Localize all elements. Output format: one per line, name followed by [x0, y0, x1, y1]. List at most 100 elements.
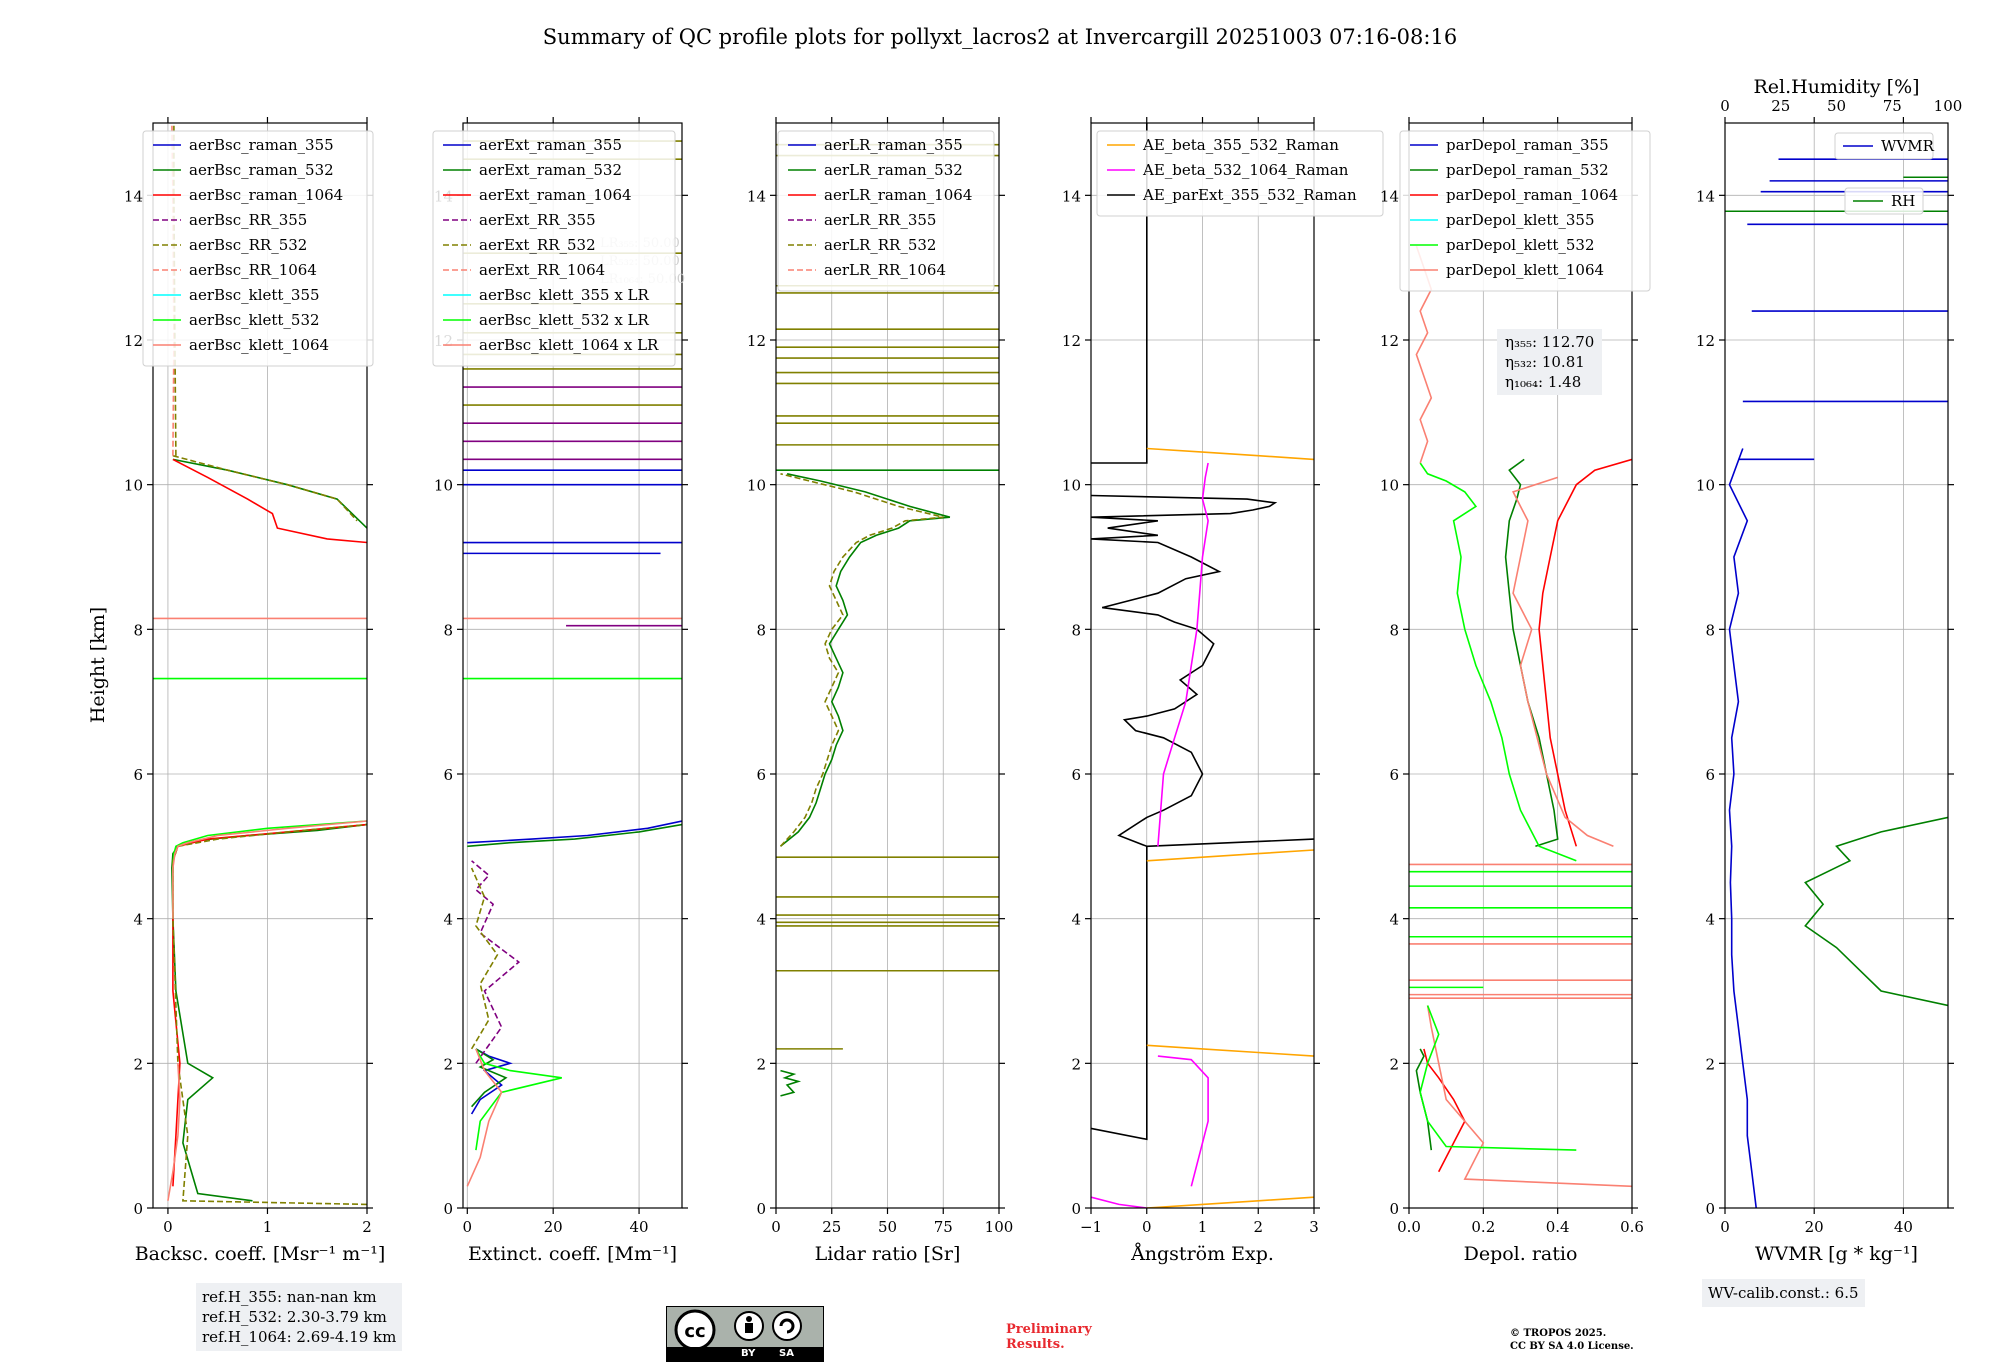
x-tick-label: 100: [985, 1218, 1014, 1236]
series-parDepol_klett_1064_low: [1426, 1005, 1632, 1188]
series-parDepol_raman_532_low: [1415, 1048, 1433, 1151]
y-tick-label: 14: [1696, 187, 1715, 205]
legend-label: aerLR_raman_355: [824, 136, 963, 154]
top-x-tick-label: 75: [1883, 97, 1902, 115]
x-tick-label: 0.6: [1620, 1218, 1644, 1236]
y-tick-label: 10: [1062, 477, 1081, 495]
x-tick-label: 0: [1142, 1218, 1152, 1236]
top-x-tick-label: 25: [1771, 97, 1790, 115]
series-parDepol_klett_532: [1419, 462, 1577, 862]
y-tick-label: 14: [747, 187, 766, 205]
y-tick-label: 2: [443, 1055, 453, 1073]
series-aerBsc_raman_532: [171, 823, 367, 1202]
x-tick-label: 40: [1894, 1218, 1913, 1236]
legend-label: RH: [1891, 192, 1915, 210]
figure-title: Summary of QC profile plots for pollyxt_…: [543, 25, 1457, 49]
y-tick-label: 10: [434, 477, 453, 495]
y-tick-label: 4: [756, 911, 766, 929]
series-AE_beta_532_1064_low: [1157, 1055, 1209, 1187]
x-tick-label: 0: [163, 1218, 173, 1236]
x-tick-label: 75: [934, 1218, 953, 1236]
top-x-tick-label: 100: [1934, 97, 1963, 115]
preliminary-results-note: Preliminary Results.: [1006, 1322, 1092, 1352]
x-axis-label: Ångström Exp.: [1130, 1243, 1274, 1265]
y-tick-label: 10: [124, 477, 143, 495]
series-AE_parExt_cloud: [1146, 838, 1314, 848]
cc-sa-label: SA: [779, 1348, 794, 1359]
y-tick-label: 4: [133, 911, 143, 929]
y-tick-label: 0: [1071, 1200, 1081, 1218]
legend-label: aerLR_raman_532: [824, 161, 963, 179]
y-tick-label: 8: [1389, 621, 1399, 639]
series-aerExt_cloudbase_532: [467, 823, 682, 848]
legend-label: aerExt_raman_1064: [479, 186, 632, 204]
y-tick-label: 12: [124, 332, 143, 350]
eta-355: η₃₅₅: 112.70: [1505, 333, 1595, 351]
axes-frame: [462, 122, 683, 1209]
y-tick-label: 0: [443, 1200, 453, 1218]
x-tick-label: 3: [1309, 1218, 1319, 1236]
legend-label: aerBsc_klett_532: [189, 311, 320, 329]
y-tick-label: 6: [133, 766, 143, 784]
x-tick-label: 40: [630, 1218, 649, 1236]
legend-box: [432, 130, 676, 367]
ref-height-355: ref.H_355: nan-nan km: [202, 1288, 377, 1306]
y-tick-label: 2: [1389, 1055, 1399, 1073]
series-parDepol_raman_1064_low: [1423, 1048, 1466, 1173]
panel-water_vapor: 0 2 4 6 8 10 12 14 0 20 40 WVMR [g * kg⁻¹] 0 25 50 75 10…: [1696, 76, 1963, 1265]
y-tick-label: 6: [1389, 766, 1399, 784]
top-x-tick-label: 0: [1720, 97, 1730, 115]
series-AE_beta_532_1064_base: [1091, 1196, 1147, 1208]
legend-label: AE_parExt_355_532_Raman: [1142, 186, 1357, 204]
x-tick-label: 2: [1253, 1218, 1263, 1236]
ref-height-1064: ref.H_1064: 2.69-4.19 km: [202, 1328, 397, 1346]
series-parDepol_klett_532_low: [1419, 1005, 1577, 1151]
series-RH: [1804, 816, 1948, 1007]
y-tick-label: 6: [1705, 766, 1715, 784]
plot-area-backscatter: [153, 123, 367, 1206]
y-tick-label: 12: [1380, 332, 1399, 350]
series-aerBsc_klett_1064 x LR: [466, 1048, 503, 1187]
legend-label: AE_beta_355_532_Raman: [1142, 136, 1339, 154]
series-aerBsc_RR_532: [172, 823, 367, 1206]
panel-extinction: 0246810121402040Extinct. coeff. [Mm⁻¹]LR…: [432, 117, 688, 1265]
legend-label: parDepol_raman_355: [1446, 136, 1609, 154]
y-tick-label: 8: [756, 621, 766, 639]
x-tick-label: 0: [771, 1218, 781, 1236]
series-AE_beta_355_532_Raman_a: [1146, 447, 1314, 461]
series-aerBsc_raman_1064: [172, 823, 367, 1187]
sa-icon: [772, 1311, 802, 1341]
panel-depolarization: 0 2 4 6 8 10 12 14 0.0 0.2 0.4 0.6 Depol. ratio parDe…: [1380, 117, 1651, 1265]
legend-label: aerBsc_RR_1064: [189, 261, 317, 279]
legend-label: aerExt_raman_532: [479, 161, 622, 179]
y-tick-label: 10: [1696, 477, 1715, 495]
legend-label: parDepol_raman_532: [1446, 161, 1609, 179]
x-tick-label: 0: [463, 1218, 473, 1236]
eta-1064: η₁₀₆₄: 1.48: [1505, 373, 1582, 391]
x-tick-label: 0.0: [1397, 1218, 1421, 1236]
series-aerBsc_klett_1064_low: [167, 1063, 181, 1201]
series-AE_beta_355_532_Raman_d: [1146, 1196, 1314, 1208]
y-tick-label: 0: [1389, 1200, 1399, 1218]
top-x-axis-label: Rel.Humidity [%]: [1753, 76, 1919, 98]
backscatter-ref-height-box: ref.H_355: nan-nan km ref.H_532: 2.30-3.…: [196, 1283, 403, 1351]
wv-calib-box: WV-calib.const.: 6.5: [1702, 1279, 1865, 1307]
x-axis-label: Depol. ratio: [1464, 1243, 1578, 1265]
y-tick-label: 4: [1705, 911, 1715, 929]
y-tick-label: 8: [1071, 621, 1081, 639]
x-tick-label: 25: [822, 1218, 841, 1236]
eta-box: η₃₅₅: 112.70 η₅₃₂: 10.81 η₁₀₆₄: 1.48: [1497, 329, 1603, 395]
legend-label: aerBsc_klett_355: [189, 286, 320, 304]
x-tick-label: −1: [1080, 1218, 1102, 1236]
series-AE_parExt_355_532_Raman: [1091, 494, 1278, 1141]
x-axis-label: Extinct. coeff. [Mm⁻¹]: [468, 1243, 677, 1265]
series-aerLR_raman_532_low: [780, 1069, 802, 1097]
series-AE_beta_355_532_Raman_b: [1146, 849, 1314, 862]
series-aerExt_RR_532: [470, 867, 499, 1050]
x-tick-label: 2: [362, 1218, 372, 1236]
y-tick-label: 12: [1062, 332, 1081, 350]
